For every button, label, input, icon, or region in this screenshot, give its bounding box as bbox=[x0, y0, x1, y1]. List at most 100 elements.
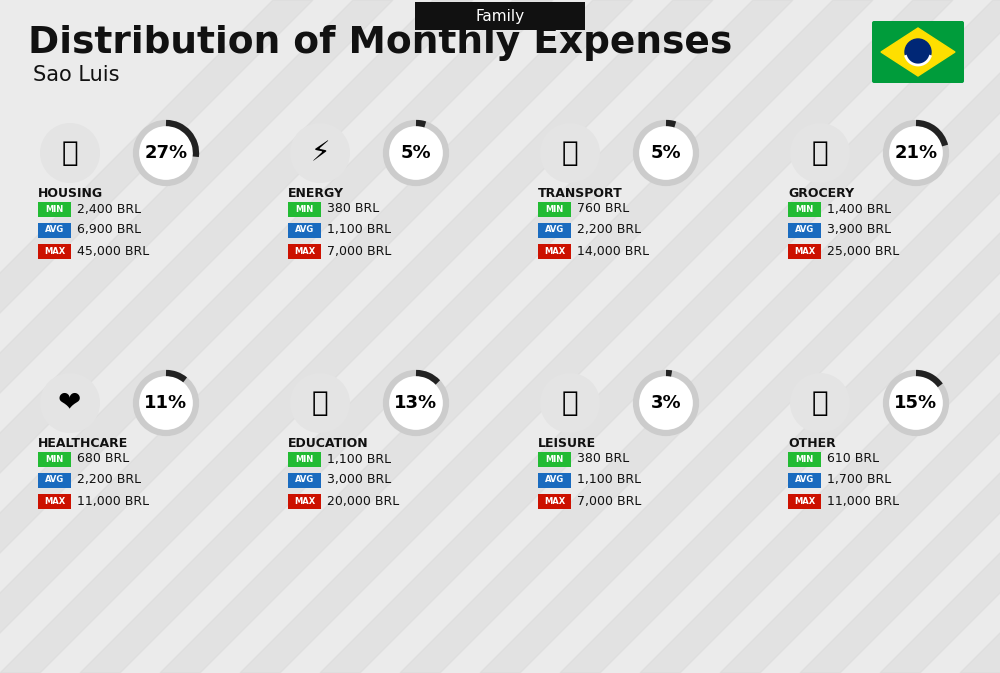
Text: AVG: AVG bbox=[795, 225, 814, 234]
Text: HOUSING: HOUSING bbox=[38, 187, 103, 200]
FancyBboxPatch shape bbox=[872, 21, 964, 83]
Circle shape bbox=[40, 373, 100, 433]
FancyBboxPatch shape bbox=[38, 244, 71, 258]
Text: MAX: MAX bbox=[794, 497, 815, 505]
Circle shape bbox=[886, 373, 946, 433]
Text: AVG: AVG bbox=[45, 225, 64, 234]
FancyBboxPatch shape bbox=[38, 201, 71, 217]
FancyBboxPatch shape bbox=[538, 493, 571, 509]
Text: 610 BRL: 610 BRL bbox=[827, 452, 879, 466]
Text: 7,000 BRL: 7,000 BRL bbox=[327, 244, 391, 258]
FancyBboxPatch shape bbox=[788, 493, 821, 509]
Text: 1,100 BRL: 1,100 BRL bbox=[327, 452, 391, 466]
Text: HEALTHCARE: HEALTHCARE bbox=[38, 437, 128, 450]
FancyBboxPatch shape bbox=[788, 223, 821, 238]
Text: 15%: 15% bbox=[894, 394, 938, 412]
Text: 3%: 3% bbox=[651, 394, 681, 412]
FancyBboxPatch shape bbox=[538, 472, 571, 487]
Text: 2,400 BRL: 2,400 BRL bbox=[77, 203, 141, 215]
Polygon shape bbox=[480, 0, 1000, 673]
Polygon shape bbox=[640, 0, 1000, 673]
Text: MIN: MIN bbox=[45, 205, 64, 213]
FancyBboxPatch shape bbox=[38, 472, 71, 487]
Text: 5%: 5% bbox=[401, 144, 431, 162]
Text: 27%: 27% bbox=[144, 144, 188, 162]
Circle shape bbox=[40, 123, 100, 183]
Polygon shape bbox=[0, 0, 393, 673]
Text: 🛍️: 🛍️ bbox=[562, 389, 578, 417]
Polygon shape bbox=[240, 0, 953, 673]
FancyBboxPatch shape bbox=[288, 201, 321, 217]
FancyBboxPatch shape bbox=[288, 472, 321, 487]
Text: 3,000 BRL: 3,000 BRL bbox=[327, 474, 391, 487]
Circle shape bbox=[540, 123, 600, 183]
Circle shape bbox=[636, 123, 696, 183]
Circle shape bbox=[136, 123, 196, 183]
Polygon shape bbox=[80, 0, 793, 673]
FancyBboxPatch shape bbox=[288, 452, 321, 466]
Text: MAX: MAX bbox=[294, 497, 315, 505]
Text: 11,000 BRL: 11,000 BRL bbox=[77, 495, 149, 507]
Text: 1,100 BRL: 1,100 BRL bbox=[327, 223, 391, 236]
Text: AVG: AVG bbox=[45, 476, 64, 485]
Polygon shape bbox=[720, 0, 1000, 673]
FancyBboxPatch shape bbox=[38, 493, 71, 509]
Text: 14,000 BRL: 14,000 BRL bbox=[577, 244, 649, 258]
Text: MIN: MIN bbox=[45, 454, 64, 464]
Polygon shape bbox=[800, 0, 1000, 673]
Text: MAX: MAX bbox=[794, 246, 815, 256]
Text: 21%: 21% bbox=[894, 144, 938, 162]
Text: 680 BRL: 680 BRL bbox=[77, 452, 129, 466]
FancyBboxPatch shape bbox=[788, 452, 821, 466]
Text: AVG: AVG bbox=[295, 225, 314, 234]
Polygon shape bbox=[0, 0, 713, 673]
Text: MAX: MAX bbox=[294, 246, 315, 256]
Text: EDUCATION: EDUCATION bbox=[288, 437, 369, 450]
Text: 7,000 BRL: 7,000 BRL bbox=[577, 495, 641, 507]
Text: MIN: MIN bbox=[795, 454, 814, 464]
Text: 1,400 BRL: 1,400 BRL bbox=[827, 203, 891, 215]
Circle shape bbox=[886, 123, 946, 183]
Text: MIN: MIN bbox=[545, 454, 564, 464]
Text: 380 BRL: 380 BRL bbox=[327, 203, 379, 215]
Text: MIN: MIN bbox=[295, 205, 314, 213]
Circle shape bbox=[790, 123, 850, 183]
Text: Distribution of Monthly Expenses: Distribution of Monthly Expenses bbox=[28, 25, 732, 61]
Text: 🚌: 🚌 bbox=[562, 139, 578, 167]
FancyBboxPatch shape bbox=[788, 472, 821, 487]
Text: 13%: 13% bbox=[394, 394, 438, 412]
Circle shape bbox=[386, 373, 446, 433]
Text: MIN: MIN bbox=[545, 205, 564, 213]
Polygon shape bbox=[960, 0, 1000, 673]
Text: MAX: MAX bbox=[44, 497, 65, 505]
Circle shape bbox=[290, 123, 350, 183]
Polygon shape bbox=[0, 0, 313, 673]
FancyBboxPatch shape bbox=[538, 223, 571, 238]
Text: GROCERY: GROCERY bbox=[788, 187, 854, 200]
Text: 🏢: 🏢 bbox=[62, 139, 78, 167]
Text: LEISURE: LEISURE bbox=[538, 437, 596, 450]
Text: AVG: AVG bbox=[295, 476, 314, 485]
Text: AVG: AVG bbox=[795, 476, 814, 485]
Text: ⚡: ⚡ bbox=[310, 139, 330, 167]
FancyBboxPatch shape bbox=[288, 223, 321, 238]
Polygon shape bbox=[881, 28, 955, 76]
Text: OTHER: OTHER bbox=[788, 437, 836, 450]
Polygon shape bbox=[0, 0, 553, 673]
FancyBboxPatch shape bbox=[788, 244, 821, 258]
Circle shape bbox=[136, 373, 196, 433]
Text: 5%: 5% bbox=[651, 144, 681, 162]
Text: AVG: AVG bbox=[545, 225, 564, 234]
Polygon shape bbox=[320, 0, 1000, 673]
Polygon shape bbox=[0, 0, 633, 673]
Text: TRANSPORT: TRANSPORT bbox=[538, 187, 623, 200]
Text: 380 BRL: 380 BRL bbox=[577, 452, 629, 466]
Text: MIN: MIN bbox=[795, 205, 814, 213]
Text: 6,900 BRL: 6,900 BRL bbox=[77, 223, 141, 236]
Text: 🛒: 🛒 bbox=[812, 139, 828, 167]
Text: MAX: MAX bbox=[544, 246, 565, 256]
FancyBboxPatch shape bbox=[538, 452, 571, 466]
Text: 🎓: 🎓 bbox=[312, 389, 328, 417]
FancyBboxPatch shape bbox=[38, 223, 71, 238]
Circle shape bbox=[386, 123, 446, 183]
